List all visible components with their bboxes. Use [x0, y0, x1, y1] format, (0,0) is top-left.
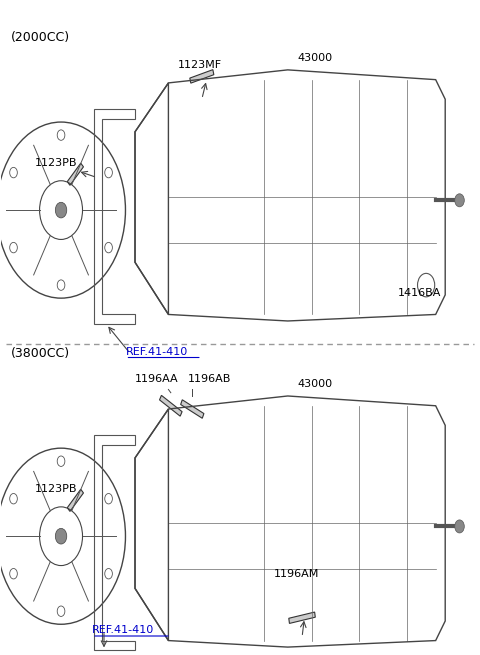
- Circle shape: [455, 520, 464, 533]
- Text: 1416BA: 1416BA: [397, 288, 441, 298]
- Circle shape: [57, 606, 65, 616]
- Circle shape: [105, 493, 112, 504]
- Text: REF.41-410: REF.41-410: [125, 347, 188, 357]
- Circle shape: [10, 493, 17, 504]
- Bar: [159, 396, 182, 416]
- Circle shape: [10, 569, 17, 579]
- Text: 1123MF: 1123MF: [178, 60, 222, 70]
- Text: 1123PB: 1123PB: [35, 484, 77, 494]
- Text: 43000: 43000: [297, 53, 332, 64]
- Text: 1123PB: 1123PB: [35, 158, 77, 168]
- Circle shape: [57, 130, 65, 140]
- Text: 1196AB: 1196AB: [188, 374, 231, 384]
- Text: 1196AA: 1196AA: [135, 374, 179, 384]
- Circle shape: [57, 280, 65, 290]
- Bar: [67, 489, 84, 512]
- Circle shape: [10, 168, 17, 178]
- Circle shape: [105, 242, 112, 253]
- Circle shape: [105, 168, 112, 178]
- Text: 43000: 43000: [297, 379, 332, 390]
- Circle shape: [55, 202, 67, 218]
- Circle shape: [10, 242, 17, 253]
- Bar: [289, 612, 315, 624]
- Bar: [67, 163, 84, 185]
- Text: (2000CC): (2000CC): [11, 31, 70, 44]
- Circle shape: [455, 194, 464, 207]
- Text: 1196AM: 1196AM: [274, 569, 319, 578]
- Circle shape: [105, 569, 112, 579]
- Circle shape: [55, 529, 67, 544]
- Text: (3800CC): (3800CC): [11, 347, 70, 360]
- Circle shape: [57, 456, 65, 466]
- Bar: [180, 400, 204, 419]
- Text: REF.41-410: REF.41-410: [92, 626, 154, 635]
- Bar: [190, 69, 214, 83]
